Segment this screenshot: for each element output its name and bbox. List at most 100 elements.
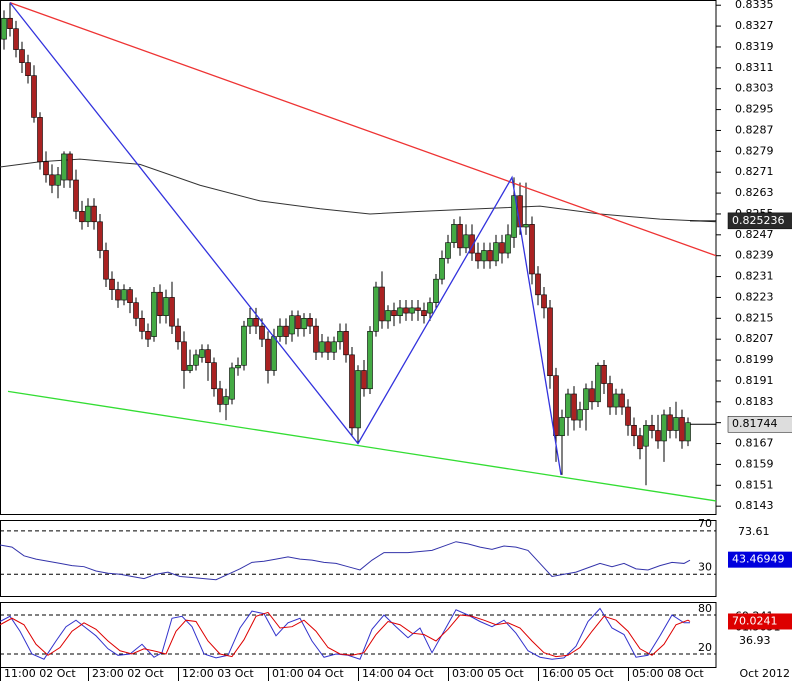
candle[interactable] [109, 271, 115, 301]
candle[interactable] [169, 281, 175, 334]
candle[interactable] [409, 300, 415, 321]
candle[interactable] [367, 326, 373, 394]
candle[interactable] [493, 234, 499, 267]
candle[interactable] [649, 414, 655, 439]
candle[interactable] [157, 284, 163, 324]
candle[interactable] [451, 219, 457, 248]
candle[interactable] [115, 281, 121, 308]
candle[interactable] [463, 224, 469, 254]
candle[interactable] [223, 388, 229, 421]
candle[interactable] [661, 409, 667, 462]
candle[interactable] [25, 54, 31, 84]
candle[interactable] [187, 349, 193, 374]
candle[interactable] [541, 287, 547, 319]
candle[interactable] [97, 213, 103, 259]
candle[interactable] [421, 302, 427, 324]
candle[interactable] [427, 297, 433, 321]
candle[interactable] [253, 307, 259, 334]
candle[interactable] [349, 347, 355, 436]
candle[interactable] [37, 112, 43, 170]
candle[interactable] [439, 250, 445, 285]
candle[interactable] [499, 234, 505, 264]
candle[interactable] [199, 344, 205, 363]
candle[interactable] [151, 287, 157, 342]
candle[interactable] [481, 242, 487, 269]
candle[interactable] [193, 349, 199, 371]
candle[interactable] [457, 216, 463, 256]
candle[interactable] [337, 323, 343, 350]
candle[interactable] [487, 242, 493, 269]
candle[interactable] [85, 198, 91, 227]
candle[interactable] [295, 310, 301, 337]
candle[interactable] [619, 388, 625, 415]
support-trendline[interactable] [7, 390, 717, 502]
candle[interactable] [595, 362, 601, 408]
candle[interactable] [433, 273, 439, 308]
candle[interactable] [523, 182, 529, 235]
candle[interactable] [445, 234, 451, 264]
candle[interactable] [307, 313, 313, 334]
candle[interactable] [577, 401, 583, 428]
candle[interactable] [415, 300, 421, 321]
candle[interactable] [667, 407, 673, 439]
candle[interactable] [379, 271, 385, 329]
candle[interactable] [319, 333, 325, 358]
candle[interactable] [127, 287, 133, 314]
candle[interactable] [55, 166, 61, 199]
candle[interactable] [583, 383, 589, 431]
candle[interactable] [175, 318, 181, 350]
candle[interactable] [679, 409, 685, 449]
candle[interactable] [91, 198, 97, 230]
candle[interactable] [607, 375, 613, 415]
candle[interactable] [19, 41, 25, 74]
candle[interactable] [313, 318, 319, 361]
candle[interactable] [247, 307, 253, 334]
candle[interactable] [241, 320, 247, 371]
candle[interactable] [31, 65, 37, 123]
candle[interactable] [229, 362, 235, 405]
candle[interactable] [625, 399, 631, 436]
candle[interactable] [7, 2, 13, 37]
candle[interactable] [391, 302, 397, 327]
candle[interactable] [475, 242, 481, 269]
candle[interactable] [535, 266, 541, 306]
candle[interactable] [259, 318, 265, 348]
candle[interactable] [103, 242, 109, 288]
candle[interactable] [163, 289, 169, 324]
candle[interactable] [373, 281, 379, 337]
candle[interactable] [343, 323, 349, 363]
candle[interactable] [289, 310, 295, 342]
resistance-trendline[interactable] [9, 1, 717, 257]
candle[interactable] [529, 216, 535, 285]
candle[interactable] [613, 388, 619, 415]
candle[interactable] [73, 169, 79, 220]
candle[interactable] [655, 414, 661, 449]
candle[interactable] [385, 305, 391, 329]
candle[interactable] [397, 300, 403, 324]
price-panel[interactable]: 0.8335 0.8327 0.8319 0.8311 0.8303 0.8295 0.82… [0, 0, 792, 512]
candle[interactable] [283, 318, 289, 345]
pattern-zigzag-line[interactable] [9, 2, 562, 475]
candle[interactable] [79, 200, 85, 230]
candle[interactable] [571, 386, 577, 431]
candle[interactable] [565, 388, 571, 436]
candle[interactable] [145, 323, 151, 348]
candle[interactable] [49, 164, 55, 194]
candle[interactable] [355, 365, 361, 444]
candle[interactable] [673, 401, 679, 439]
candle[interactable] [13, 20, 19, 58]
candle[interactable] [643, 420, 649, 486]
candle[interactable] [121, 284, 127, 306]
candle[interactable] [361, 360, 367, 397]
candle[interactable] [601, 360, 607, 394]
candle[interactable] [277, 318, 283, 342]
candle[interactable] [301, 313, 307, 337]
candle[interactable] [685, 417, 691, 447]
candle[interactable] [67, 151, 73, 188]
candle[interactable] [133, 297, 139, 327]
candle[interactable] [205, 344, 211, 381]
candle[interactable] [217, 380, 223, 413]
candle[interactable] [505, 224, 511, 259]
